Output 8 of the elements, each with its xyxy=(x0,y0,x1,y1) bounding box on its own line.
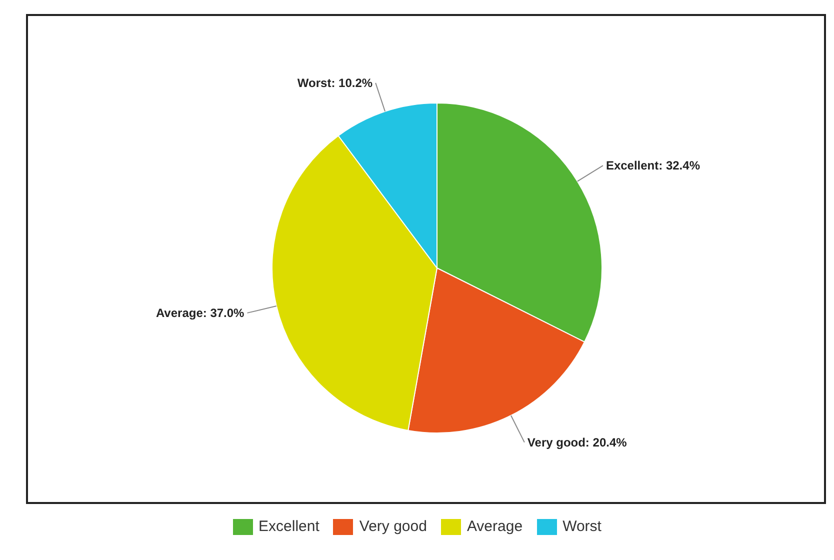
legend-label: Average xyxy=(466,518,523,535)
data-label: Excellent: 32.4% xyxy=(606,158,700,173)
legend-label: Excellent xyxy=(258,518,320,535)
data-label: Average: 37.0% xyxy=(156,306,245,320)
legend-label: Very good xyxy=(359,518,427,535)
data-label: Very good: 20.4% xyxy=(527,435,628,450)
legend-label: Worst xyxy=(562,518,602,535)
data-label: Worst: 10.2% xyxy=(297,76,373,90)
